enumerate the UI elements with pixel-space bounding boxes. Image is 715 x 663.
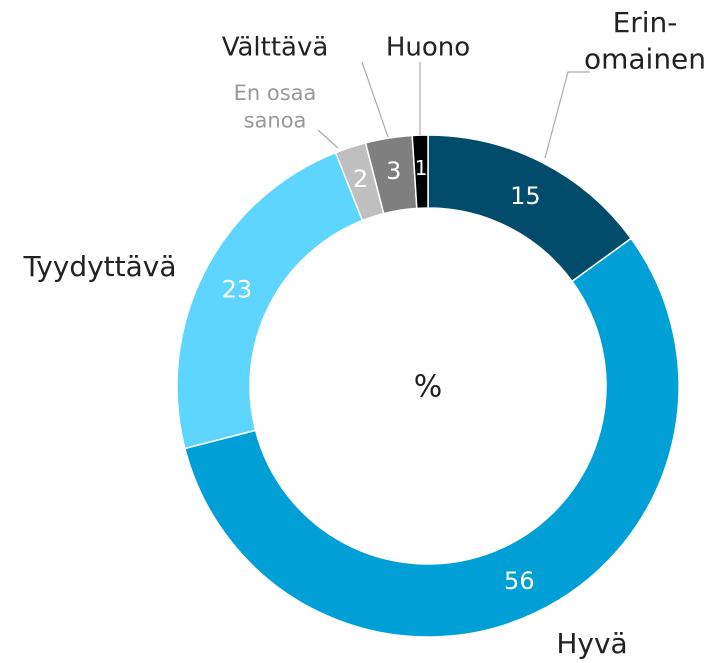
leader-line: [544, 71, 590, 159]
value-label: 1: [415, 156, 428, 180]
value-label: 56: [504, 567, 535, 595]
value-label: 15: [510, 182, 541, 210]
category-label: Erin-omainen: [584, 6, 706, 75]
leader-line: [361, 61, 389, 138]
leader-line: [317, 129, 339, 149]
category-label: En osaa sanoa: [234, 81, 317, 132]
slice: [411, 134, 429, 210]
category-label: Huono: [386, 33, 470, 63]
category-label: Hyvä: [556, 627, 627, 660]
category-label: Tyydyttävä: [22, 250, 176, 283]
value-label: 23: [222, 276, 253, 304]
slice: [176, 151, 364, 450]
value-label: 3: [386, 157, 401, 185]
center-label: %: [414, 370, 443, 405]
value-label: 2: [353, 165, 368, 193]
category-label: Välttävä: [222, 33, 329, 63]
slice: [183, 237, 680, 638]
